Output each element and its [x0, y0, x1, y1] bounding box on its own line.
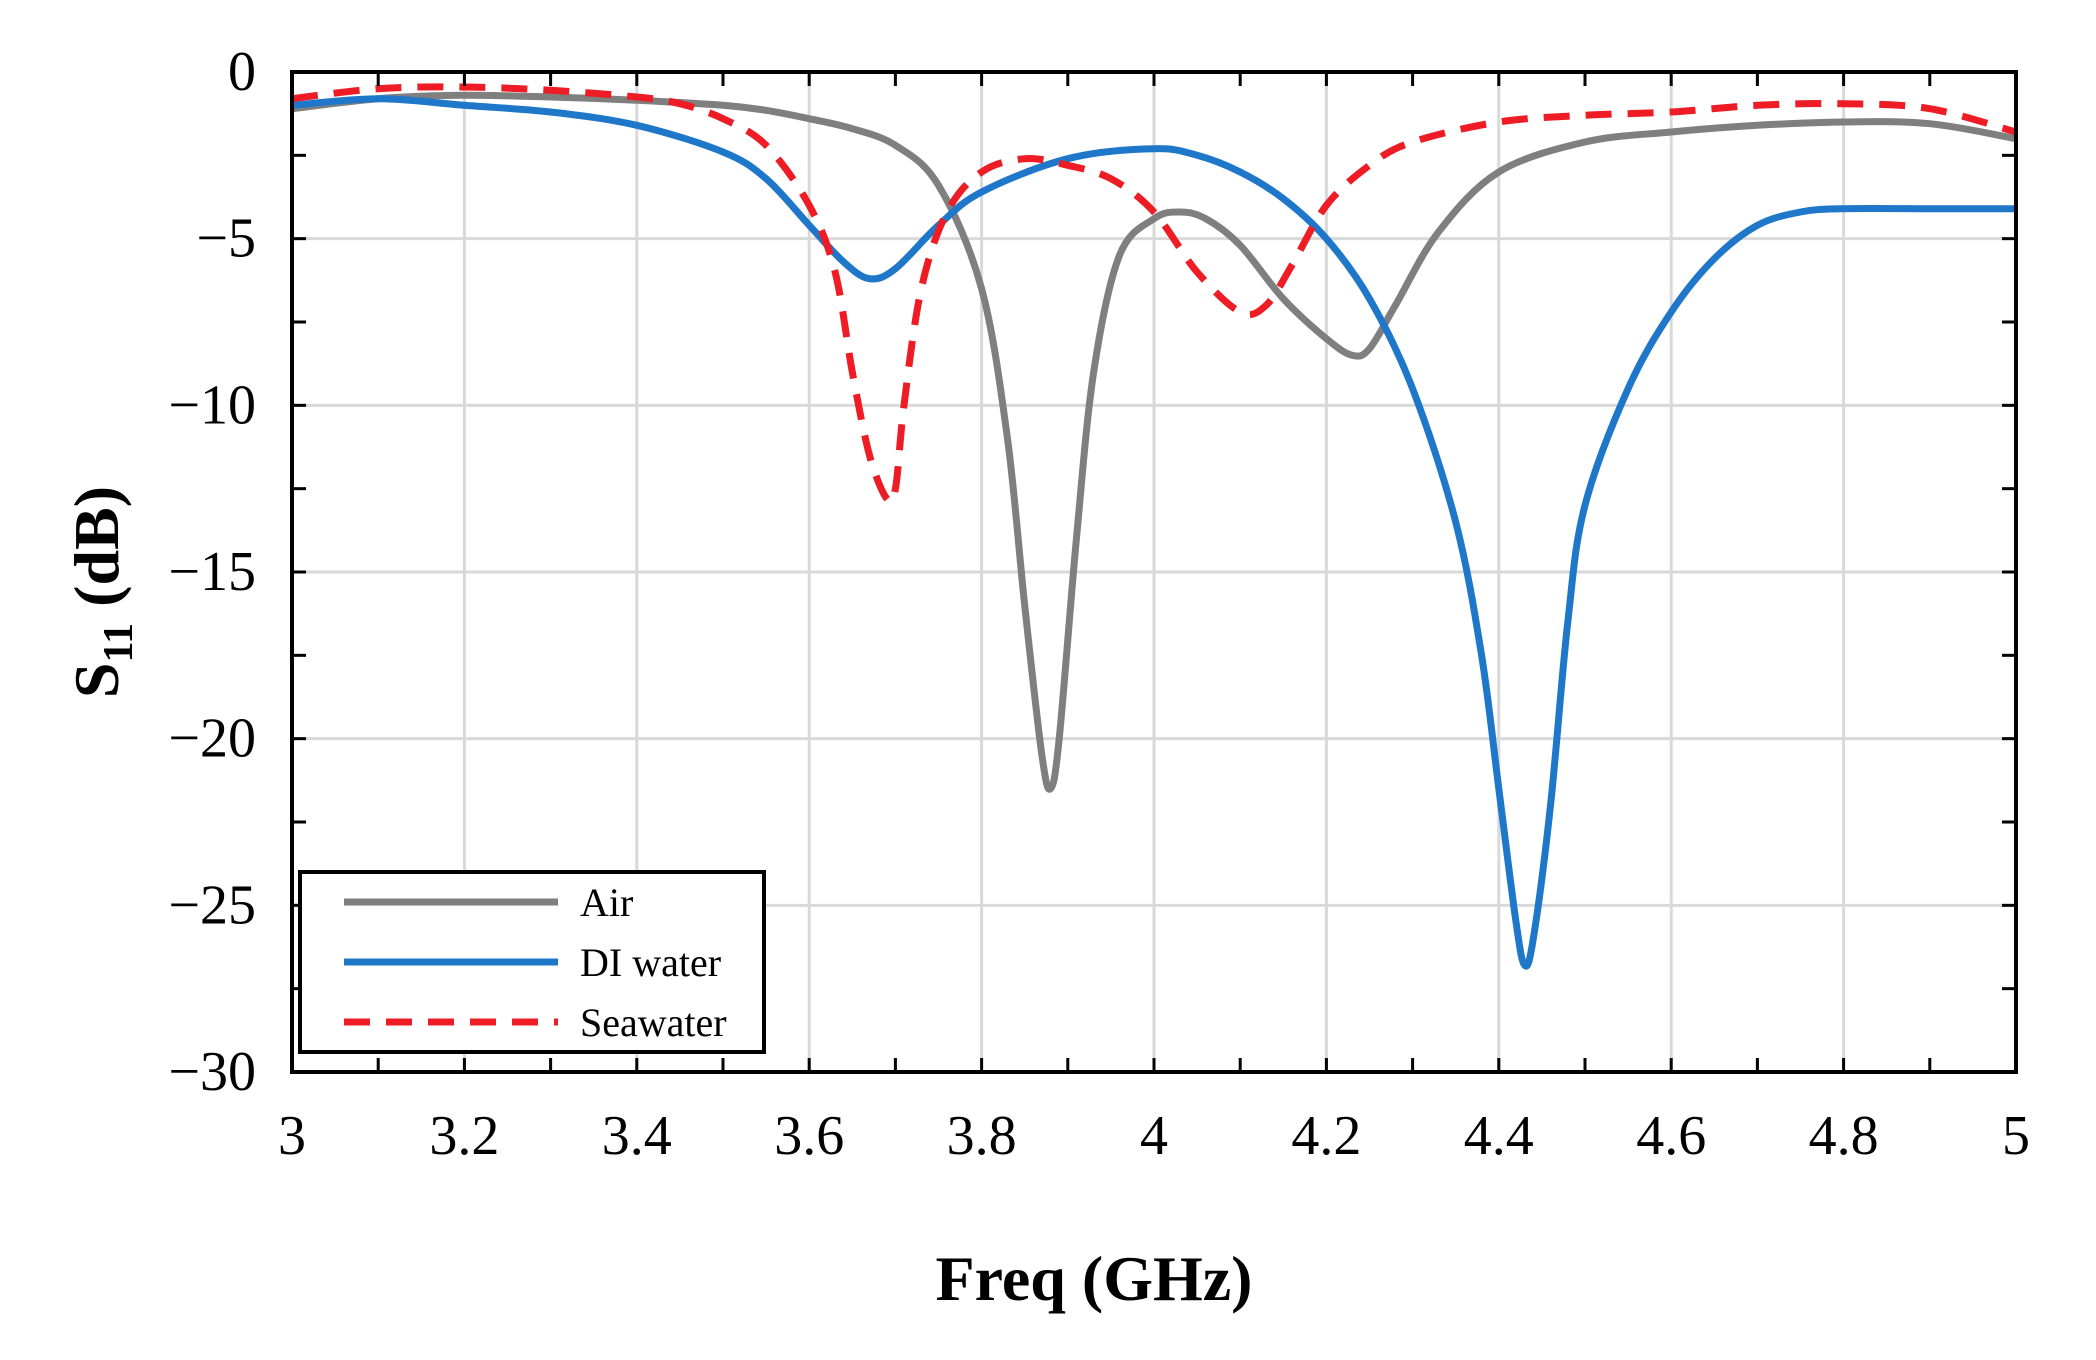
series-line-seawater	[291, 83, 2017, 506]
y-tick-label: −25	[168, 874, 256, 936]
y-tick-label: 0	[228, 41, 256, 103]
legend-label: DI water	[580, 940, 721, 985]
legend-label: Air	[580, 880, 633, 925]
y-axis-title-unit: (dB)	[61, 486, 132, 607]
series-line-di-water	[291, 95, 2016, 970]
series-layer	[291, 83, 2017, 970]
y-tick-label: −5	[196, 208, 256, 270]
y-tick-label: −30	[168, 1041, 256, 1103]
x-axis-title: Freq (GHz)	[936, 1243, 1253, 1314]
legend-label: Seawater	[580, 1000, 727, 1045]
x-tick-label: 3.2	[429, 1105, 499, 1167]
tick-labels: 3 3.2 3.4 3.6 3.8 4 4.2 4.4 4.6 4.8 5 0 −5 −10 −15 −20 −…	[168, 41, 2030, 1167]
y-tick-label: −20	[168, 708, 256, 770]
x-tick-label: 4.8	[1809, 1105, 1879, 1167]
x-tick-label: 3	[278, 1105, 306, 1167]
x-tick-label: 4	[1140, 1105, 1168, 1167]
legend: Air DI water Seawater	[298, 870, 766, 1054]
minor-ticks	[292, 72, 2016, 1072]
x-tick-label: 5	[2002, 1105, 2030, 1167]
y-axis-title-main: S	[61, 663, 132, 699]
y-tick-label: −15	[168, 541, 256, 603]
x-tick-label: 3.8	[947, 1105, 1017, 1167]
y-tick-label: −10	[168, 374, 256, 436]
x-tick-label: 4.6	[1636, 1105, 1706, 1167]
y-axis-title-subscript: 11	[96, 623, 142, 663]
series-line-air	[291, 91, 2017, 793]
y-axis-title: S11 (dB)	[61, 486, 142, 698]
x-tick-label: 4.4	[1464, 1105, 1534, 1167]
x-tick-label: 3.4	[602, 1105, 672, 1167]
x-tick-label: 4.2	[1291, 1105, 1361, 1167]
x-tick-label: 3.6	[774, 1105, 844, 1167]
